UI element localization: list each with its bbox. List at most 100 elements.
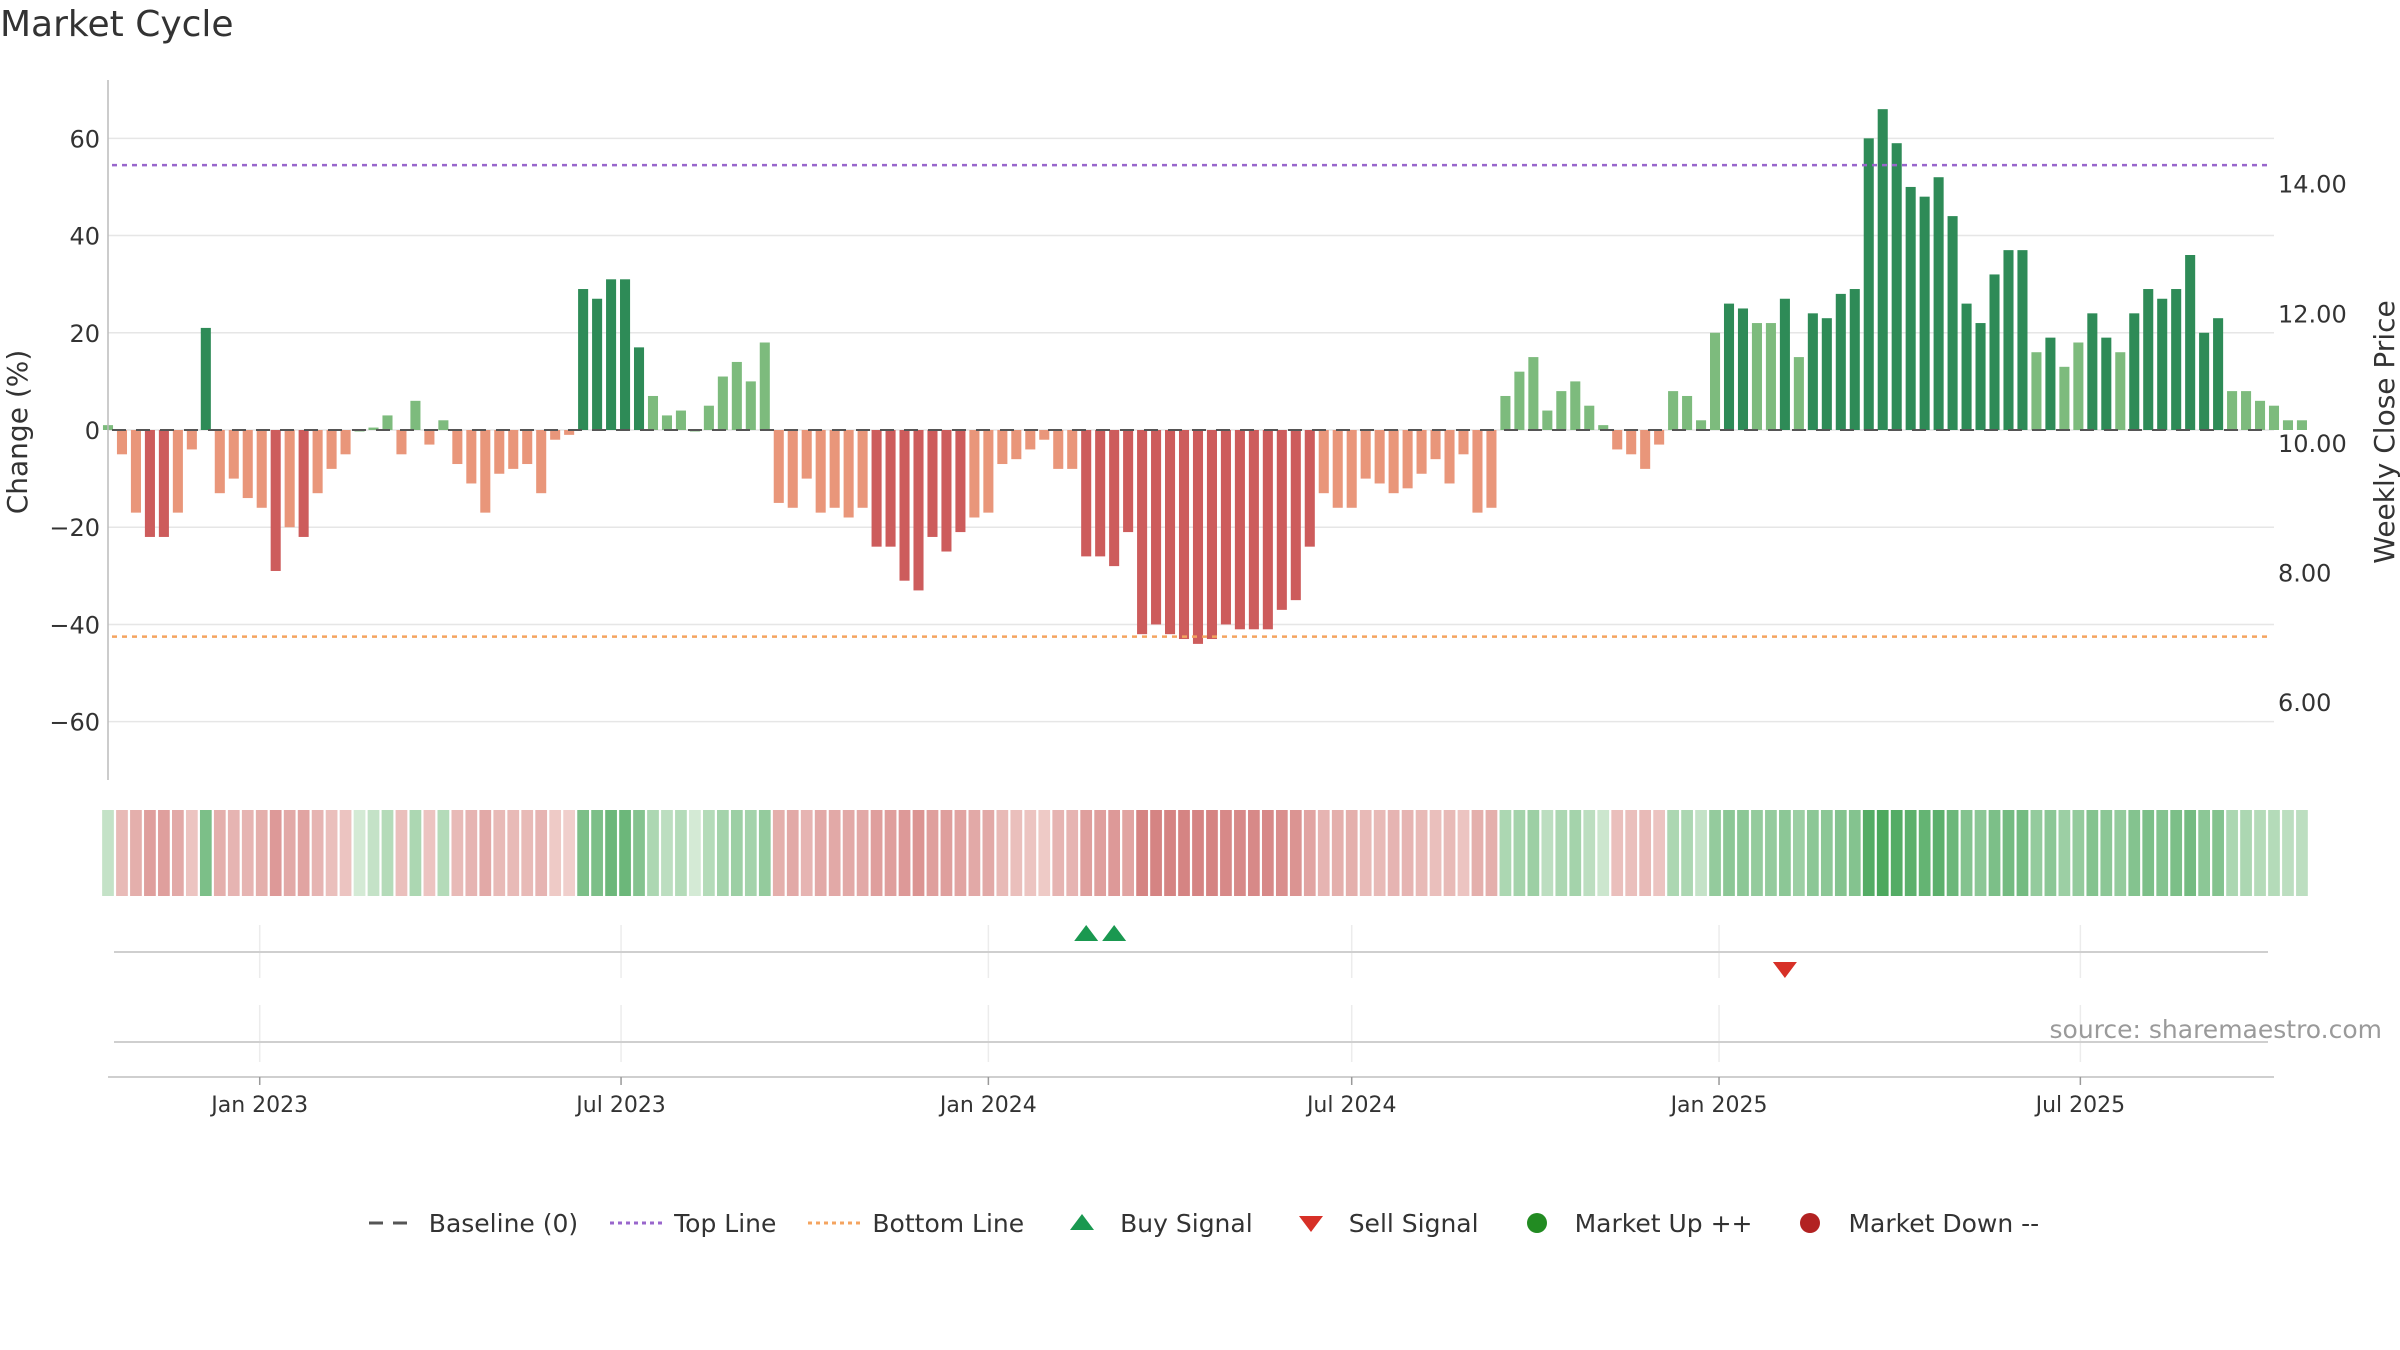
heat-cell [116, 810, 128, 896]
heat-cell [1597, 810, 1610, 896]
bar [1360, 430, 1371, 479]
bar [955, 430, 966, 533]
heat-cell [912, 810, 925, 896]
bar [2296, 420, 2307, 430]
bar [326, 430, 337, 469]
bar [1388, 430, 1399, 494]
bar [242, 430, 253, 499]
bar [2213, 318, 2224, 430]
bar [1039, 430, 1050, 440]
bar [1178, 430, 1190, 640]
bar [1933, 177, 1944, 430]
heat-cell [758, 810, 771, 896]
bar [1835, 293, 1846, 430]
heat-cell [2058, 810, 2071, 896]
bar [969, 430, 980, 518]
bar [1053, 430, 1064, 469]
heat-cell [395, 810, 408, 896]
heat-cell [563, 810, 576, 896]
heat-cell [898, 810, 911, 896]
bar [1430, 430, 1441, 460]
bar [647, 395, 659, 430]
heat-cell [2296, 810, 2308, 896]
buy-signal-marker [1102, 925, 1127, 941]
heat-cell [633, 810, 645, 896]
heat-cell [1038, 810, 1051, 896]
bar [675, 410, 686, 430]
circle-icon [1800, 1213, 1821, 1233]
bar [1458, 430, 1469, 455]
legend-label: Top Line [674, 1208, 777, 1238]
bar [1570, 381, 1581, 430]
bar [815, 430, 826, 513]
bar [1682, 395, 1693, 430]
bar [1416, 430, 1427, 474]
bar [144, 430, 155, 537]
bar [550, 430, 561, 440]
chart-title: Market Cycle [0, 4, 234, 45]
bar [1961, 303, 1972, 430]
legend-buy: Buy Signal [1052, 1208, 1253, 1238]
bar [466, 430, 477, 484]
heat-cell [1164, 810, 1176, 896]
bar [913, 430, 924, 591]
bar [1919, 196, 1930, 430]
heat-cell [1876, 810, 1889, 896]
heat-cell [1080, 810, 1093, 896]
bar [452, 430, 463, 465]
bar [1863, 138, 1874, 431]
heat-cell [1261, 810, 1274, 896]
bar [2157, 298, 2168, 430]
bar [382, 415, 393, 430]
bar [1025, 430, 1036, 450]
bar [1528, 357, 1539, 430]
bar [2268, 405, 2280, 430]
legend-label: Buy Signal [1120, 1208, 1253, 1238]
y-tick-label-left: 60 [69, 125, 100, 153]
heat-cell [1303, 810, 1316, 896]
bar [633, 347, 645, 430]
market-panel [114, 1005, 2268, 1062]
bar [1989, 274, 2000, 430]
triangle-up-icon [1070, 1214, 1095, 1230]
bar [256, 430, 267, 508]
bar [1947, 216, 1958, 430]
heat-cell [591, 810, 603, 896]
heat-cell [814, 810, 827, 896]
bar [494, 430, 505, 474]
y-tick-label-left: 40 [69, 223, 100, 251]
heat-cell [1625, 810, 1638, 896]
x-tick-label: Jan 2025 [1669, 1093, 1768, 1118]
heat-cell [2170, 810, 2183, 896]
heat-cell [2114, 810, 2127, 896]
heat-cell [744, 810, 757, 896]
heat-cell [1527, 810, 1540, 896]
legend-market-up: Market Up ++ [1507, 1208, 1752, 1238]
heat-cell [102, 810, 114, 896]
heat-cell [339, 810, 352, 896]
dotted-line-icon [610, 1221, 663, 1225]
heat-cell [172, 810, 184, 896]
heat-cell [423, 810, 436, 896]
bar [1262, 430, 1273, 630]
bar [1276, 430, 1287, 610]
bar [1723, 303, 1735, 430]
bar [2017, 250, 2028, 430]
heat-cell [158, 810, 170, 896]
bar [1654, 430, 1665, 445]
heat-cell [1918, 810, 1931, 896]
bar [564, 430, 575, 435]
y-axis-label-right: Weekly Close Price [2368, 300, 2400, 563]
heat-cell [199, 810, 212, 896]
heat-cell [1862, 810, 1875, 896]
heat-cell [1667, 810, 1679, 896]
bar [773, 430, 784, 503]
axes: 60 40 20 0 −20 −40 −60 14.00 12.00 10.00 8.00 6.00 [49, 80, 2347, 780]
heat-cell [1359, 810, 1372, 896]
bar [1346, 430, 1357, 508]
dash-line-icon [368, 1221, 413, 1225]
heat-cell [1513, 810, 1526, 896]
legend-bottom-line: Bottom Line [804, 1208, 1024, 1238]
bar [2129, 313, 2140, 430]
bar [661, 415, 672, 430]
